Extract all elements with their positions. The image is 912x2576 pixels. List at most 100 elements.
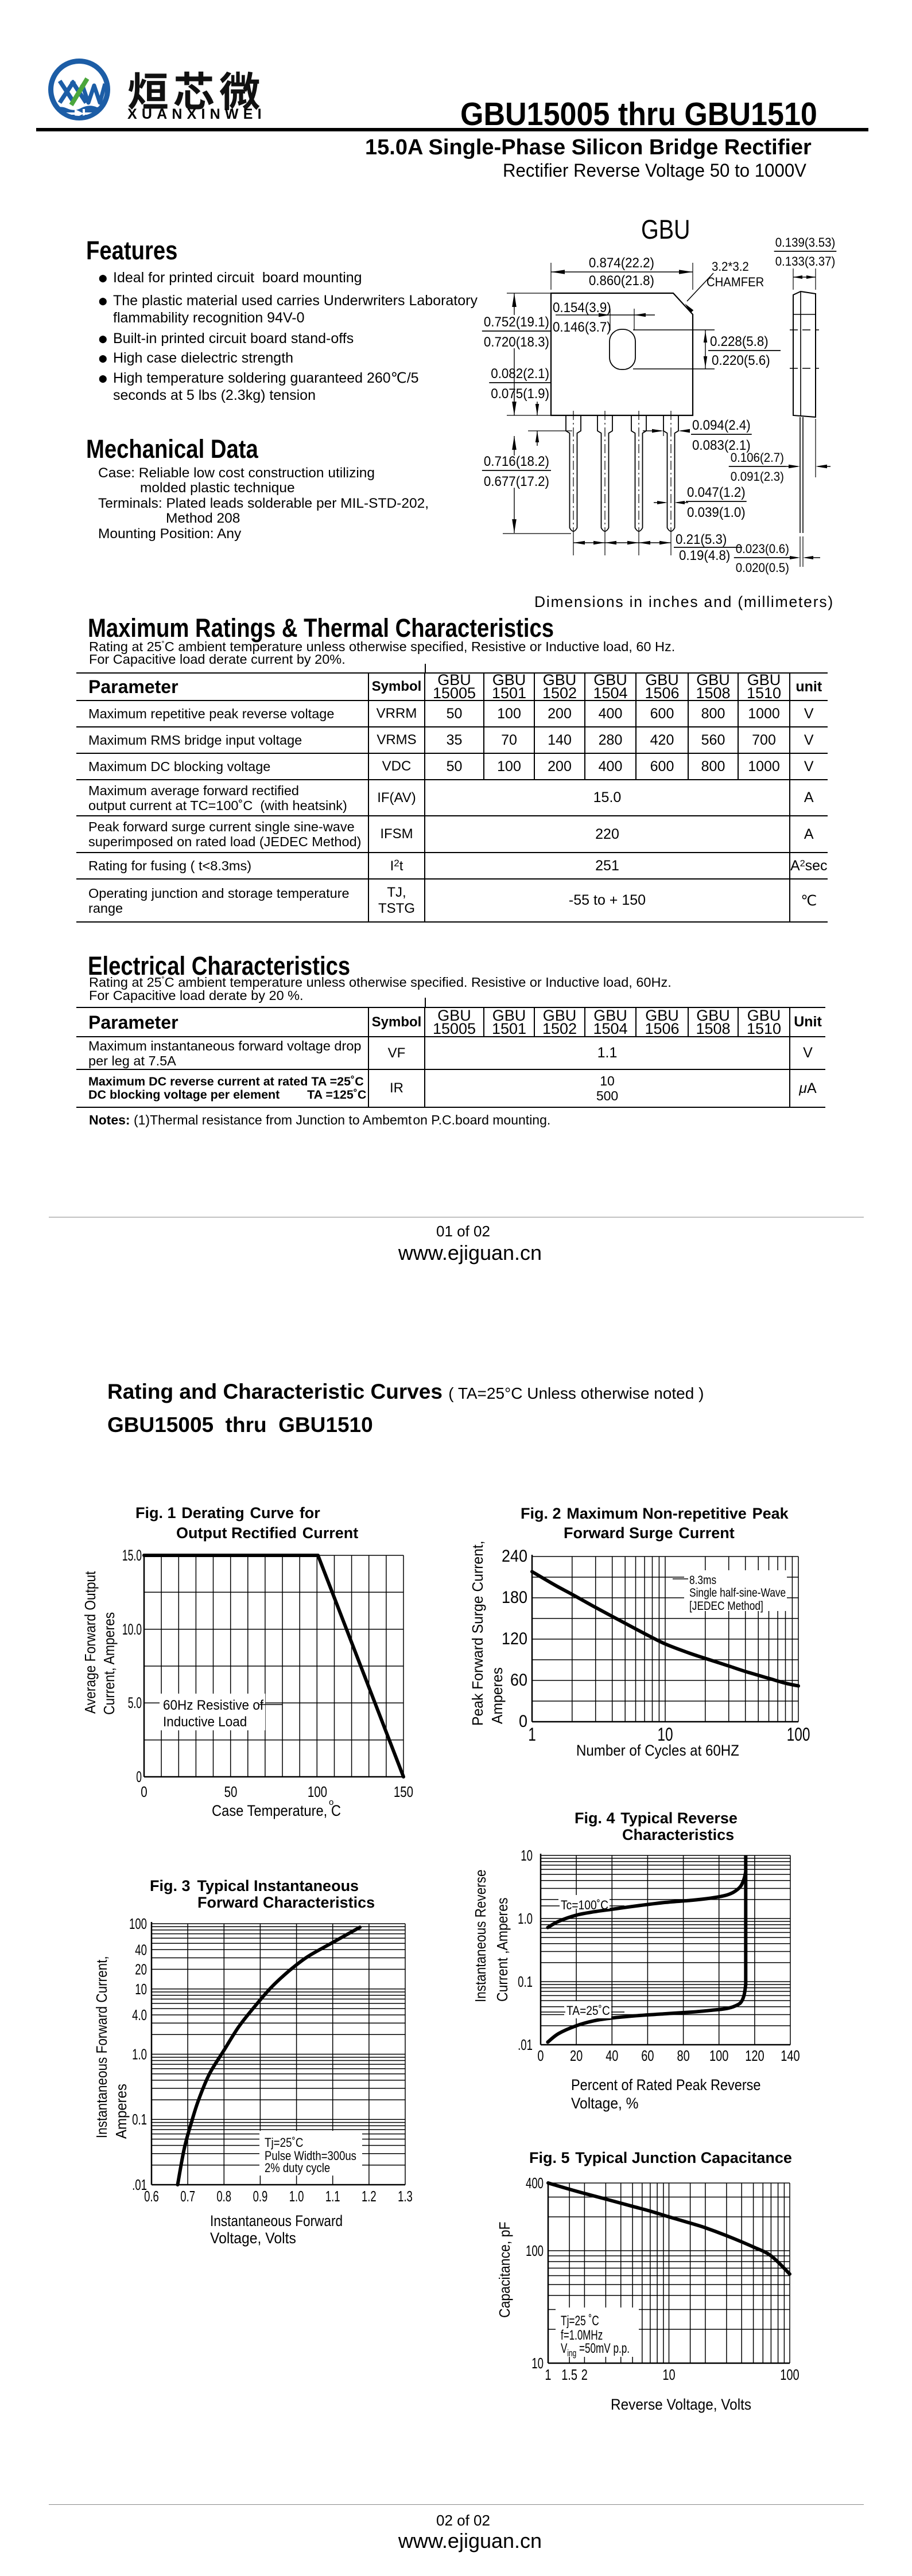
- svg-text:Single half-sine-Wave: Single half-sine-Wave: [689, 1586, 786, 1600]
- svg-text:Tj=25 ˚C: Tj=25 ˚C: [561, 2313, 599, 2329]
- svg-text:Forward Characteristics: Forward Characteristics: [197, 1894, 375, 1911]
- svg-text:Amperes: Amperes: [488, 1667, 506, 1724]
- svg-text:0.039(1.0): 0.039(1.0): [687, 505, 746, 520]
- svg-text:40: 40: [135, 1941, 147, 1958]
- svg-text:1.0: 1.0: [518, 1910, 533, 1927]
- svg-text:140: 140: [781, 2047, 800, 2064]
- svg-text:0.677(17.2): 0.677(17.2): [484, 474, 549, 489]
- svg-text:Tj=25˚C: Tj=25˚C: [265, 2135, 304, 2150]
- svg-text:0.133(3.37): 0.133(3.37): [775, 254, 836, 269]
- svg-text:0.075(1.9): 0.075(1.9): [491, 386, 549, 402]
- svg-text:3.2*3.2: 3.2*3.2: [712, 259, 749, 274]
- svg-text:0: 0: [141, 1783, 147, 1800]
- svg-text:150: 150: [394, 1783, 413, 1800]
- svg-text:.01: .01: [132, 2176, 147, 2193]
- svg-text:1.0: 1.0: [132, 2046, 147, 2063]
- svg-text:0.6: 0.6: [144, 2188, 159, 2205]
- svg-text:0.874(22.2): 0.874(22.2): [589, 255, 654, 271]
- svg-text:15.0: 15.0: [122, 1547, 142, 1564]
- svg-text:Number of Cycles at 60HZ: Number of Cycles at 60HZ: [576, 1742, 739, 1759]
- svg-text:180: 180: [502, 1588, 527, 1607]
- svg-text:5.0: 5.0: [128, 1694, 142, 1711]
- svg-text:100: 100: [780, 2366, 799, 2383]
- svg-text:60: 60: [641, 2047, 654, 2064]
- svg-text:0.1: 0.1: [518, 1973, 533, 1990]
- svg-text:Tc=100˚C: Tc=100˚C: [561, 1898, 608, 1912]
- svg-text:1.1: 1.1: [325, 2188, 340, 2205]
- svg-text:Pulse Width=300us: Pulse Width=300us: [265, 2149, 356, 2163]
- svg-text:80: 80: [677, 2047, 690, 2064]
- svg-text:40: 40: [606, 2047, 618, 2064]
- svg-text:0: 0: [136, 1768, 142, 1785]
- svg-text:10.0: 10.0: [122, 1621, 142, 1638]
- svg-text:0.106(2.7): 0.106(2.7): [731, 450, 784, 465]
- svg-text:0.860(21.8): 0.860(21.8): [589, 273, 654, 289]
- svg-text:2% duty cycle: 2% duty cycle: [265, 2161, 330, 2175]
- svg-text:Voltage, Volts: Voltage, Volts: [210, 2229, 296, 2247]
- svg-text:Percent of Rated Peak Reverse: Percent of Rated Peak Reverse: [571, 2076, 761, 2094]
- svg-text:0.228(5.8): 0.228(5.8): [710, 334, 769, 349]
- svg-text:Peak Forward Surge Current,: Peak Forward Surge Current,: [469, 1540, 486, 1726]
- svg-text:Voltage, %: Voltage, %: [571, 2095, 639, 2112]
- svg-text:TA=25˚C: TA=25˚C: [566, 2003, 610, 2018]
- svg-text:120: 120: [502, 1629, 527, 1648]
- svg-text:0.19(4.8): 0.19(4.8): [679, 548, 730, 563]
- svg-text:0.716(18.2): 0.716(18.2): [484, 454, 549, 469]
- svg-text:.01: .01: [518, 2036, 533, 2053]
- svg-text:1: 1: [528, 1724, 536, 1745]
- svg-text:1.0: 1.0: [289, 2188, 304, 2205]
- svg-text:10: 10: [531, 2355, 544, 2372]
- svg-text:0.020(0.5): 0.020(0.5): [736, 561, 789, 575]
- svg-text:f=1.0MHz: f=1.0MHz: [561, 2328, 603, 2343]
- svg-text:0.083(2.1): 0.083(2.1): [692, 438, 751, 453]
- svg-text:240: 240: [502, 1547, 527, 1566]
- svg-text:400: 400: [526, 2174, 544, 2192]
- svg-text:Instantaneous Forward Current,: Instantaneous Forward Current,: [93, 1956, 110, 2138]
- svg-text:100: 100: [526, 2242, 544, 2259]
- svg-text:100: 100: [129, 1915, 147, 1932]
- svg-text:Current ,Amperes: Current ,Amperes: [494, 1898, 511, 2002]
- svg-text:60Hz Resistive of: 60Hz Resistive of: [163, 1698, 263, 1713]
- svg-text:1.2: 1.2: [362, 2188, 377, 2205]
- svg-text:10: 10: [135, 1980, 147, 1998]
- svg-text:0.1: 0.1: [132, 2111, 147, 2128]
- svg-text:0.8: 0.8: [216, 2188, 231, 2205]
- svg-text:10: 10: [521, 1847, 533, 1864]
- svg-text:0.139(3.53): 0.139(3.53): [775, 235, 836, 250]
- svg-text:0.220(5.6): 0.220(5.6): [712, 353, 770, 368]
- svg-text:0.720(18.3): 0.720(18.3): [484, 334, 549, 350]
- svg-text:Fig. 2 Maximum Non-repetitive: Fig. 2 Maximum Non-repetitive Peak: [521, 1505, 789, 1522]
- svg-text:10: 10: [657, 1724, 673, 1745]
- svg-text:Fig. 1 Derating Curve for: Fig. 1 Derating Curve for: [135, 1504, 320, 1522]
- svg-text:0.023(0.6): 0.023(0.6): [736, 542, 789, 556]
- svg-text:Fig. 3 Typical Instantaneous: Fig. 3 Typical Instantaneous: [150, 1877, 359, 1894]
- svg-text:Forward Surge Current: Forward Surge Current: [564, 1524, 735, 1542]
- svg-text:50: 50: [224, 1783, 238, 1800]
- svg-text:Instantaneous Forward: Instantaneous Forward: [210, 2212, 343, 2229]
- svg-text:100: 100: [308, 1783, 327, 1800]
- svg-text:Output Rectified Current: Output Rectified Current: [176, 1524, 358, 1542]
- svg-text:0.21(5.3): 0.21(5.3): [676, 532, 727, 547]
- svg-text:[JEDEC Method]: [JEDEC Method]: [689, 1599, 763, 1613]
- svg-text:0.752(19.1): 0.752(19.1): [484, 314, 549, 330]
- svg-text:2: 2: [581, 2366, 588, 2383]
- svg-text:1: 1: [545, 2366, 551, 2383]
- svg-text:20: 20: [570, 2047, 583, 2064]
- svg-text:Fig. 5 Typical Junction Capac: Fig. 5 Typical Junction Capacitance: [529, 2149, 792, 2166]
- svg-text:Fig. 4 Typical Reverse: Fig. 4 Typical Reverse: [575, 1810, 738, 1827]
- svg-text:Amperes: Amperes: [112, 2084, 130, 2139]
- svg-text:0.091(2.3): 0.091(2.3): [731, 469, 784, 484]
- svg-text:1.5: 1.5: [561, 2366, 577, 2383]
- svg-text:100: 100: [709, 2047, 728, 2064]
- svg-text:0: 0: [519, 1712, 527, 1731]
- svg-text:Current, Amperes: Current, Amperes: [100, 1612, 118, 1715]
- svg-text:Reverse Voltage, Volts: Reverse Voltage, Volts: [611, 2396, 751, 2413]
- svg-text:60: 60: [510, 1671, 527, 1690]
- svg-text:0.047(1.2): 0.047(1.2): [687, 485, 746, 500]
- svg-text:10: 10: [662, 2366, 675, 2383]
- svg-text:0: 0: [537, 2047, 544, 2064]
- svg-text:8.3ms: 8.3ms: [689, 1573, 716, 1587]
- svg-text:o: o: [329, 1797, 333, 1807]
- svg-text:Characteristics: Characteristics: [622, 1826, 734, 1843]
- svg-text:CHAMFER: CHAMFER: [707, 275, 764, 289]
